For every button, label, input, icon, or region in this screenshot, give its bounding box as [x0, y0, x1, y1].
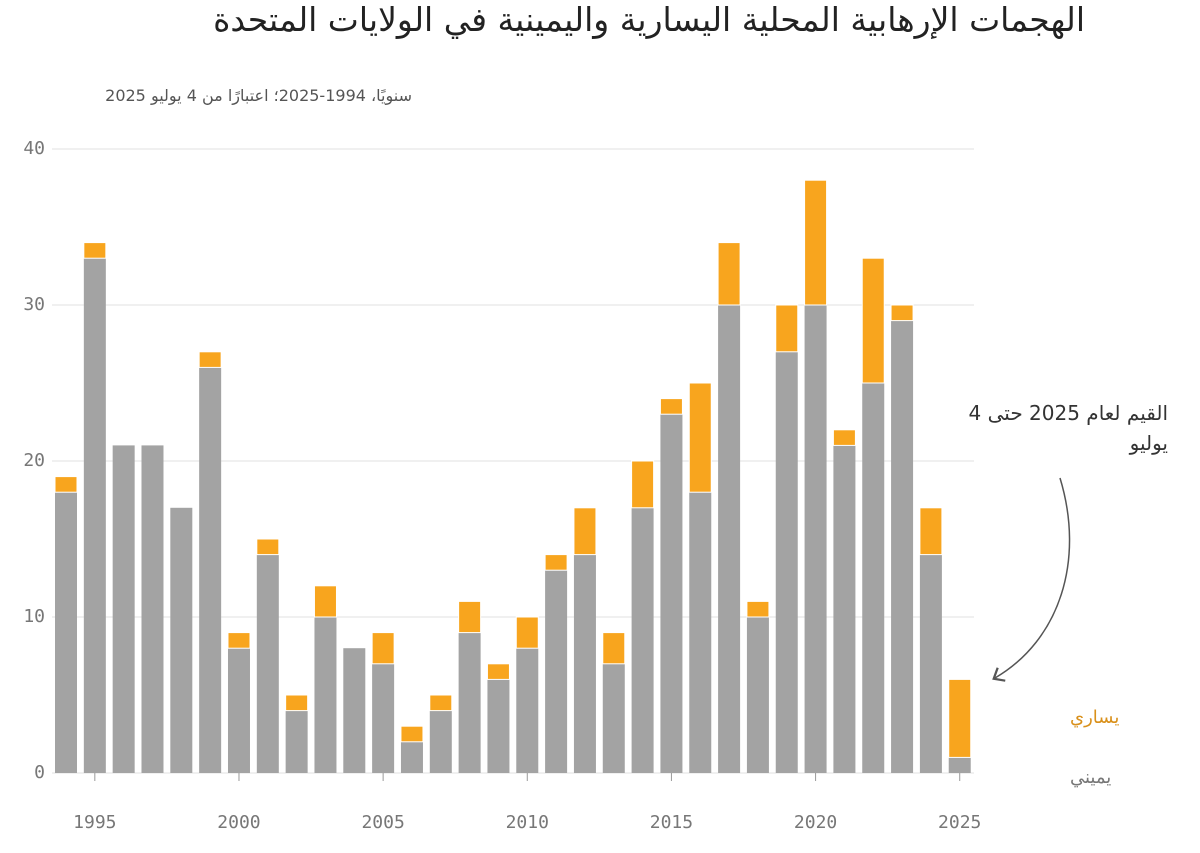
bar-segment	[775, 304, 799, 353]
bar-segment	[631, 460, 655, 509]
bar-segment	[861, 257, 885, 384]
subtitle: سنويًا، 1994-2025؛ اعتبارًا من 4 يوليو 2…	[105, 86, 412, 105]
y-tick-label: 20	[23, 450, 45, 471]
y-tick-label: 0	[34, 762, 45, 783]
bar-segment	[919, 507, 943, 556]
bar-segment	[285, 710, 308, 773]
y-tick-label: 10	[23, 606, 45, 627]
bar-segment	[285, 694, 309, 712]
bar-segment	[55, 492, 77, 773]
bar-segment	[400, 725, 424, 743]
bar-segment	[631, 507, 654, 773]
bar-segment	[804, 179, 828, 306]
bar-segment	[54, 476, 78, 493]
bar-segment	[948, 757, 971, 773]
annotation-arrow	[992, 477, 1071, 682]
bar-segment	[746, 600, 770, 618]
bar-segment	[688, 382, 712, 493]
bar-segment	[256, 554, 279, 773]
bar-segment	[862, 383, 885, 773]
bar-segment	[198, 351, 222, 368]
bar-segment	[256, 538, 280, 556]
bar-segment	[689, 492, 712, 773]
x-tick-label: 2005	[361, 812, 404, 833]
bar-segment	[83, 242, 107, 259]
bar-segment	[371, 632, 395, 665]
bar-segment	[199, 367, 222, 773]
bar-segment	[458, 632, 481, 773]
bar-segment	[717, 242, 741, 306]
bar-segment	[112, 445, 135, 773]
bar-segment	[573, 507, 597, 556]
bar-segment	[83, 258, 106, 773]
legend-label: يميني	[1070, 767, 1111, 788]
bar-segment	[515, 616, 539, 649]
bar-segment	[545, 570, 568, 773]
bar-segment	[919, 554, 942, 773]
x-tick-label: 2020	[794, 812, 837, 833]
bar-segment	[804, 305, 827, 773]
bar-segment	[516, 648, 539, 773]
bar-segment	[458, 600, 482, 634]
y-tick-label: 30	[23, 294, 45, 315]
bar-segment	[313, 585, 337, 618]
bar-segment	[487, 679, 510, 773]
bar-segment	[833, 445, 856, 773]
bar-segment	[746, 617, 769, 773]
bar-segment	[890, 304, 914, 322]
bar-segment	[602, 663, 625, 773]
bar-segment	[832, 429, 856, 446]
bar-segment	[429, 710, 452, 773]
bar-segment	[602, 632, 626, 665]
annotation: القيم لعام 2025 حتى 4 يوليو	[968, 401, 1168, 455]
bar-segment	[573, 554, 596, 773]
bar-segment	[314, 617, 337, 773]
x-tick-label: 2015	[650, 812, 693, 833]
y-tick-label: 40	[23, 138, 45, 159]
bar-segment	[718, 305, 741, 773]
bar-segment	[948, 678, 972, 758]
bar-segment	[659, 398, 683, 415]
bar-segment	[227, 648, 250, 773]
x-tick-label: 2000	[217, 812, 260, 833]
x-tick-label: 2010	[506, 812, 549, 833]
bar-segment	[400, 741, 423, 773]
bar-segment	[891, 320, 914, 773]
bar-segment	[486, 663, 510, 680]
x-tick-label: 2025	[938, 812, 981, 833]
bar-segment	[544, 554, 568, 571]
bar-segment	[343, 648, 366, 773]
bar-segment	[660, 414, 683, 773]
bar-segment	[372, 663, 395, 773]
bar-segment	[227, 632, 251, 649]
x-tick-label: 1995	[73, 812, 116, 833]
bar-segment	[141, 445, 164, 773]
bar-segment	[170, 507, 193, 773]
legend-label: يساري	[1070, 707, 1119, 728]
title: الهجمات الإرهابية المحلية اليسارية واليم…	[213, 0, 1085, 39]
bar-segment	[429, 694, 453, 712]
bar-segment	[775, 351, 798, 773]
